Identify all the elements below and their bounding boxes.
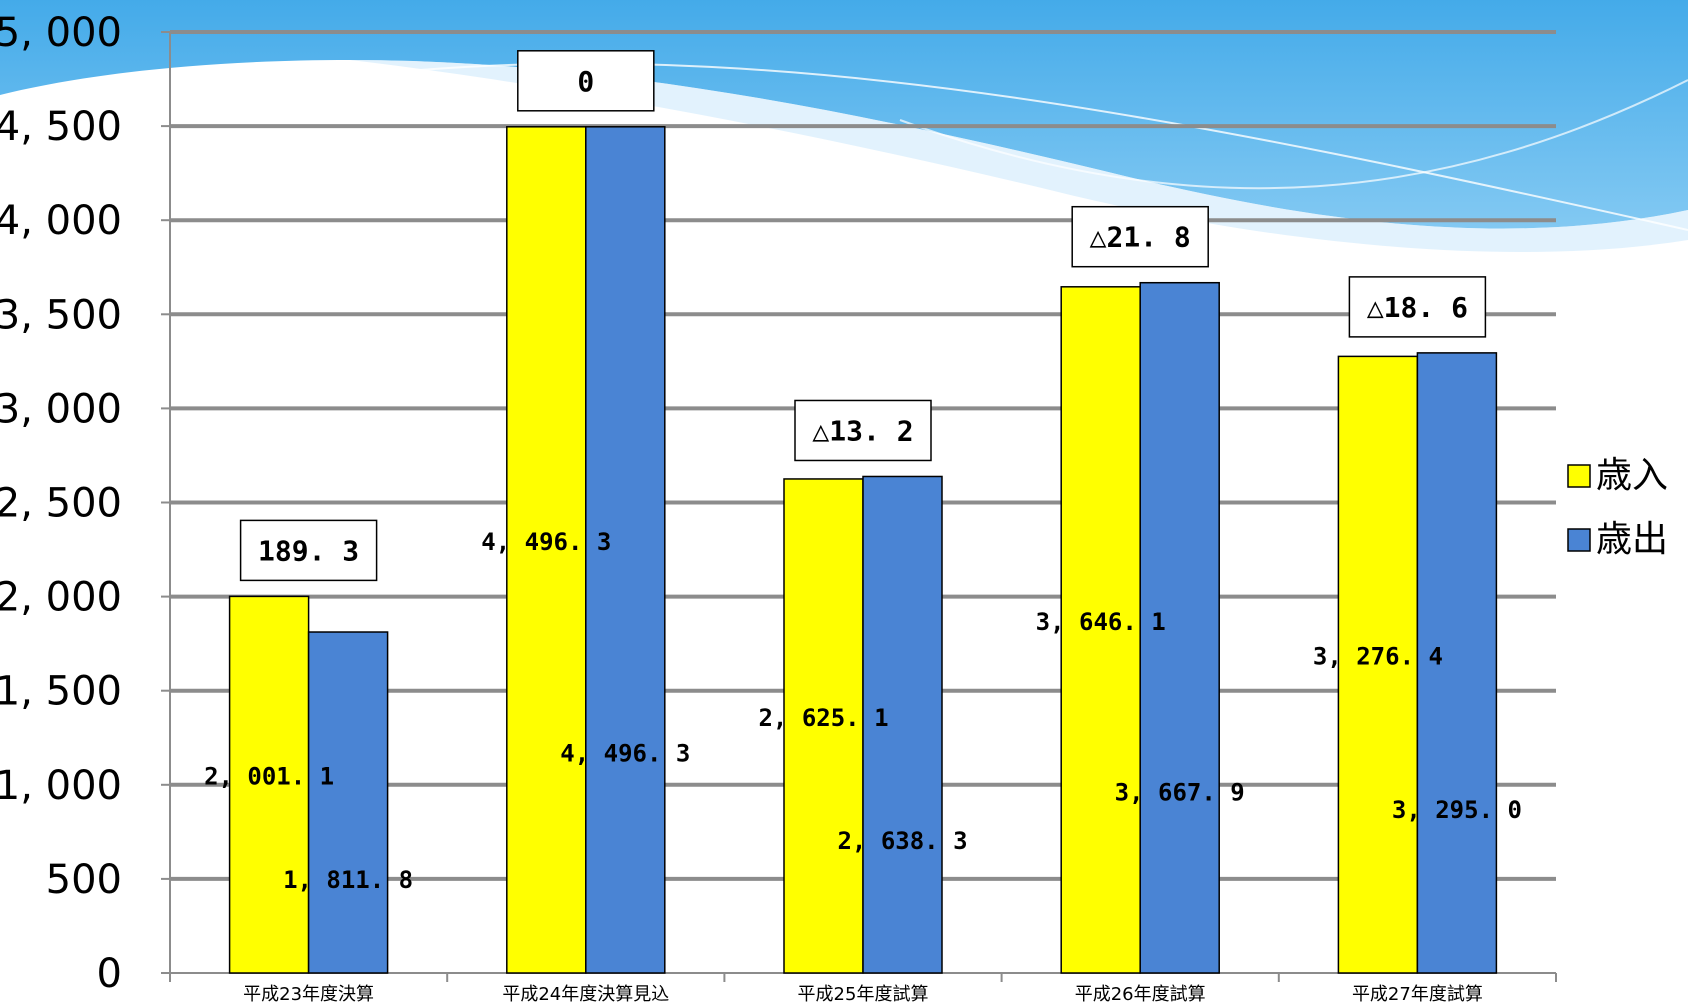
bar-expenditure bbox=[1139, 281, 1220, 974]
bar-value-label: 3, 646. 1 bbox=[1036, 608, 1166, 636]
difference-label: △18. 6 bbox=[1367, 291, 1468, 324]
y-tick-label: 0 bbox=[97, 951, 122, 997]
bar-revenue bbox=[228, 595, 310, 974]
bar-value-label: 3, 667. 9 bbox=[1115, 778, 1245, 806]
y-tick-label: 2, 000 bbox=[0, 575, 122, 621]
difference-box bbox=[1348, 276, 1487, 338]
bar-value-label: 4, 496. 3 bbox=[560, 739, 690, 767]
bar-value-label: 4, 496. 3 bbox=[481, 528, 611, 556]
data-labels: 2, 001. 1 1, 811. 8 189. 3 4, 496. 3 4, 496.… bbox=[204, 50, 1522, 894]
bar-expenditure bbox=[1416, 352, 1498, 974]
y-tick-label: 2, 500 bbox=[0, 481, 122, 527]
legend-label: 歳出 bbox=[1596, 519, 1668, 560]
bar-revenue bbox=[1337, 355, 1419, 974]
difference-box bbox=[1071, 205, 1209, 268]
y-tick-label: 3, 000 bbox=[0, 386, 122, 432]
difference-box bbox=[794, 399, 932, 462]
bar-expenditure bbox=[862, 475, 943, 974]
difference-label: △21. 8 bbox=[1090, 221, 1191, 254]
bars bbox=[228, 126, 1498, 974]
legend-swatch bbox=[1567, 464, 1591, 488]
x-category-label: 平成24年度決算見込 bbox=[502, 984, 669, 1005]
bar-value-label: 2, 001. 1 bbox=[204, 763, 334, 791]
bar-revenue bbox=[1060, 286, 1141, 974]
difference-box bbox=[239, 519, 378, 582]
difference-label: 0 bbox=[577, 65, 594, 98]
y-tick-label: 3, 500 bbox=[0, 292, 122, 338]
difference-label: △13. 2 bbox=[812, 414, 913, 447]
bar-value-label: 3, 276. 4 bbox=[1313, 643, 1443, 671]
difference-label: 189. 3 bbox=[258, 534, 359, 567]
y-tick-label: 4, 500 bbox=[0, 104, 122, 150]
bar-expenditure bbox=[307, 631, 389, 974]
bar-value-label: 2, 638. 3 bbox=[837, 827, 967, 855]
bar-expenditure bbox=[585, 126, 666, 974]
difference-box bbox=[517, 50, 655, 112]
y-tick-label: 1, 500 bbox=[0, 669, 122, 715]
legend-swatch bbox=[1567, 528, 1591, 552]
y-tick-label: 500 bbox=[46, 857, 122, 903]
y-tick-label: 5, 000 bbox=[0, 10, 122, 56]
x-category-label: 平成25年度試算 bbox=[798, 984, 929, 1005]
x-category-label: 平成23年度決算 bbox=[243, 984, 374, 1005]
bar-value-label: 2, 625. 1 bbox=[758, 704, 888, 732]
y-tick-label: 1, 000 bbox=[0, 763, 122, 809]
bar-value-label: 3, 295. 0 bbox=[1392, 796, 1522, 824]
bar-value-label: 1, 811. 8 bbox=[283, 866, 413, 894]
bar-revenue bbox=[506, 126, 587, 974]
x-category-label: 平成26年度試算 bbox=[1075, 984, 1206, 1005]
y-tick-label: 4, 000 bbox=[0, 198, 122, 244]
legend-label: 歳入 bbox=[1596, 455, 1668, 496]
x-category-label: 平成27年度試算 bbox=[1352, 984, 1483, 1005]
axes: 0 500 1, 000 1, 500 2, 000 2, 500 3, 000 3, 500… bbox=[0, 10, 1557, 1005]
